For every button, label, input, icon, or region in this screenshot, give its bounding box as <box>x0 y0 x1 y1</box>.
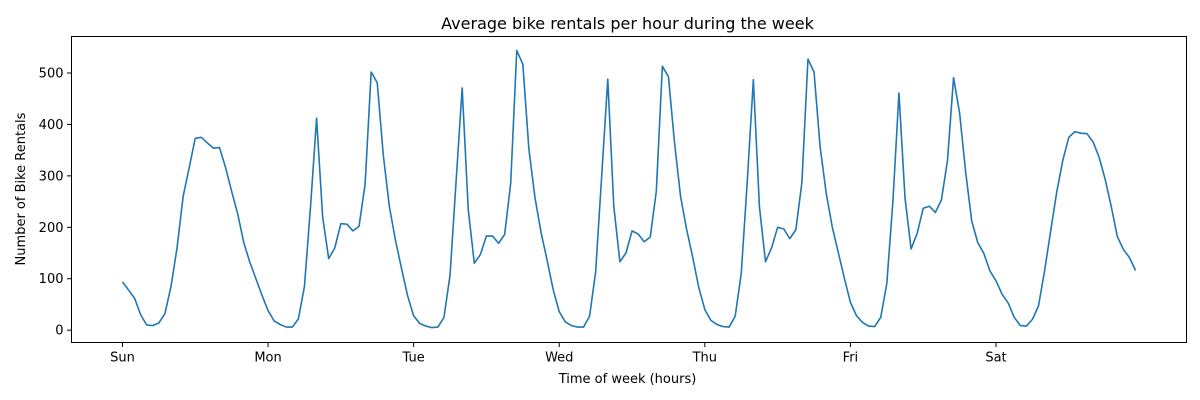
chart-title: Average bike rentals per hour during the… <box>441 14 814 33</box>
x-tick-label: Tue <box>402 351 425 366</box>
y-tick-label: 100 <box>39 272 64 287</box>
plot-frame <box>71 36 1187 343</box>
plot-area <box>121 49 1137 329</box>
x-tick-label: Sat <box>985 351 1006 366</box>
x-axis-label: Time of week (hours) <box>558 372 697 387</box>
x-tick-label: Thu <box>692 351 717 366</box>
y-tick-label: 0 <box>55 324 63 339</box>
x-tick-label: Fri <box>843 351 859 366</box>
y-tick-label: 400 <box>39 118 64 133</box>
y-axis-label: Number of Bike Rentals <box>14 112 29 265</box>
x-tick-label: Mon <box>254 351 281 366</box>
x-axis: Sun Mon Tue Wed Thu Fri Sat <box>110 342 1007 366</box>
y-axis: 0 100 200 300 400 500 <box>39 67 72 339</box>
x-tick-label: Wed <box>545 351 573 366</box>
y-tick-label: 500 <box>39 67 64 82</box>
y-tick-label: 200 <box>39 221 64 236</box>
y-tick-label: 300 <box>39 169 64 184</box>
x-tick-label: Sun <box>110 351 135 366</box>
series-line-0 <box>121 49 1137 329</box>
